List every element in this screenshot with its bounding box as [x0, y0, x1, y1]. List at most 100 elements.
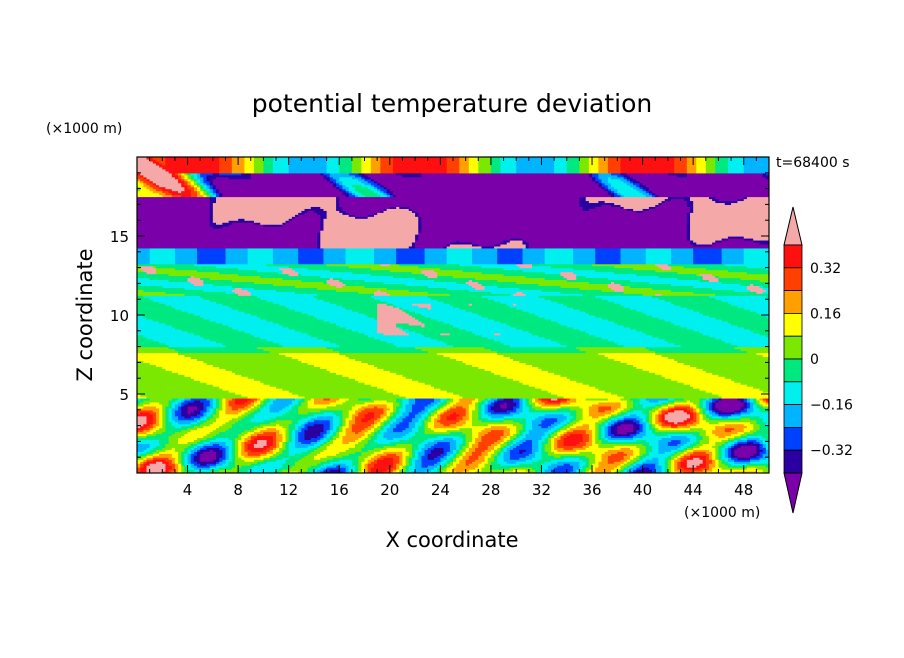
contour-cell [516, 281, 590, 284]
contour-cell [756, 291, 764, 294]
contour-cell [541, 465, 549, 468]
contour-cell [550, 447, 555, 450]
contour-cell [629, 459, 637, 462]
contour-cell [149, 362, 208, 365]
contour-cell [705, 465, 710, 468]
contour-cell [503, 354, 606, 358]
contour-cell [197, 407, 204, 411]
contour-cell [522, 239, 527, 243]
contour-cell [481, 451, 489, 454]
contour-cell [459, 459, 467, 462]
contour-cell [712, 415, 723, 419]
contour-cell [241, 447, 246, 450]
contour-cell [358, 455, 369, 458]
contour-cell [348, 214, 356, 217]
contour-cell [718, 275, 769, 279]
contour-cell [181, 407, 189, 411]
contour-cell [753, 330, 769, 334]
contour-cell [693, 202, 726, 206]
contour-cell [212, 415, 220, 419]
contour-cell [317, 415, 334, 419]
contour-cell [481, 265, 520, 269]
contour-cell [667, 411, 688, 415]
contour-cell [345, 326, 378, 330]
contour-cell [244, 429, 255, 433]
contour-cell [190, 443, 198, 446]
contour-cell [168, 413, 173, 417]
contour-cell [734, 453, 754, 456]
contour-cell [216, 407, 223, 411]
contour-cell [257, 403, 261, 407]
contour-cell [601, 297, 659, 300]
contour-cell [396, 413, 404, 417]
contour-cell [405, 467, 410, 470]
contour-cell [146, 417, 154, 421]
contour-cell [623, 285, 631, 288]
contour-cell [690, 241, 697, 245]
contour-cell [197, 443, 204, 446]
contour-cell [430, 411, 438, 415]
contour-cell [693, 239, 716, 243]
contour-cell [677, 455, 682, 458]
contour-cell [421, 224, 688, 227]
contour-cell [155, 188, 163, 192]
contour-cell [487, 336, 546, 340]
contour-cell [405, 405, 413, 409]
contour-cell [658, 439, 672, 442]
contour-cell [743, 397, 748, 401]
contour-cell [690, 230, 769, 233]
contour-cell [174, 307, 233, 310]
contour-cell [178, 352, 280, 356]
contour-cell [731, 342, 769, 346]
contour-cell [544, 277, 568, 281]
contour-cell [415, 241, 451, 245]
contour-cell [475, 405, 479, 409]
contour-cell [332, 437, 337, 441]
contour-cell [181, 471, 189, 473]
contour-cell [345, 253, 375, 257]
contour-cell [178, 471, 182, 473]
contour-cell [487, 457, 495, 460]
contour-cell [171, 467, 176, 470]
contour-cell [465, 419, 473, 423]
contour-cell [478, 431, 489, 435]
contour-cell [326, 459, 340, 462]
contour-cell [478, 413, 483, 417]
contour-cell [291, 218, 321, 221]
contour-cell [386, 192, 391, 196]
contour-cell [611, 471, 615, 473]
contour-cell [421, 447, 429, 450]
contour-cell [686, 447, 694, 450]
contour-cell [708, 405, 713, 409]
contour-cell [490, 348, 580, 352]
contour-cell [257, 397, 261, 401]
contour-cell [434, 423, 445, 427]
contour-cell [576, 409, 584, 413]
contour-cell [497, 461, 508, 464]
contour-cell [727, 170, 745, 174]
contour-cell [737, 443, 761, 446]
contour-cell [497, 255, 524, 259]
contour-cell [727, 237, 745, 241]
contour-cell [560, 421, 568, 425]
contour-cell [396, 409, 400, 413]
contour-cell [519, 360, 622, 363]
contour-cell [702, 275, 716, 279]
contour-cell [288, 451, 302, 454]
contour-cell [392, 457, 400, 460]
contour-cell [629, 326, 688, 330]
contour-cell [298, 399, 306, 403]
contour-cell [212, 194, 217, 198]
contour-cell [165, 429, 182, 433]
contour-cell [560, 273, 577, 277]
contour-cell [323, 249, 347, 253]
contour-cell [598, 427, 603, 431]
contour-cell [212, 218, 239, 221]
contour-cell [238, 218, 246, 221]
contour-cell [231, 457, 236, 460]
contour-cell [415, 277, 476, 281]
contour-cell [339, 397, 350, 401]
contour-cell [686, 202, 694, 206]
contour-cell [705, 455, 710, 458]
contour-cell [247, 443, 255, 446]
